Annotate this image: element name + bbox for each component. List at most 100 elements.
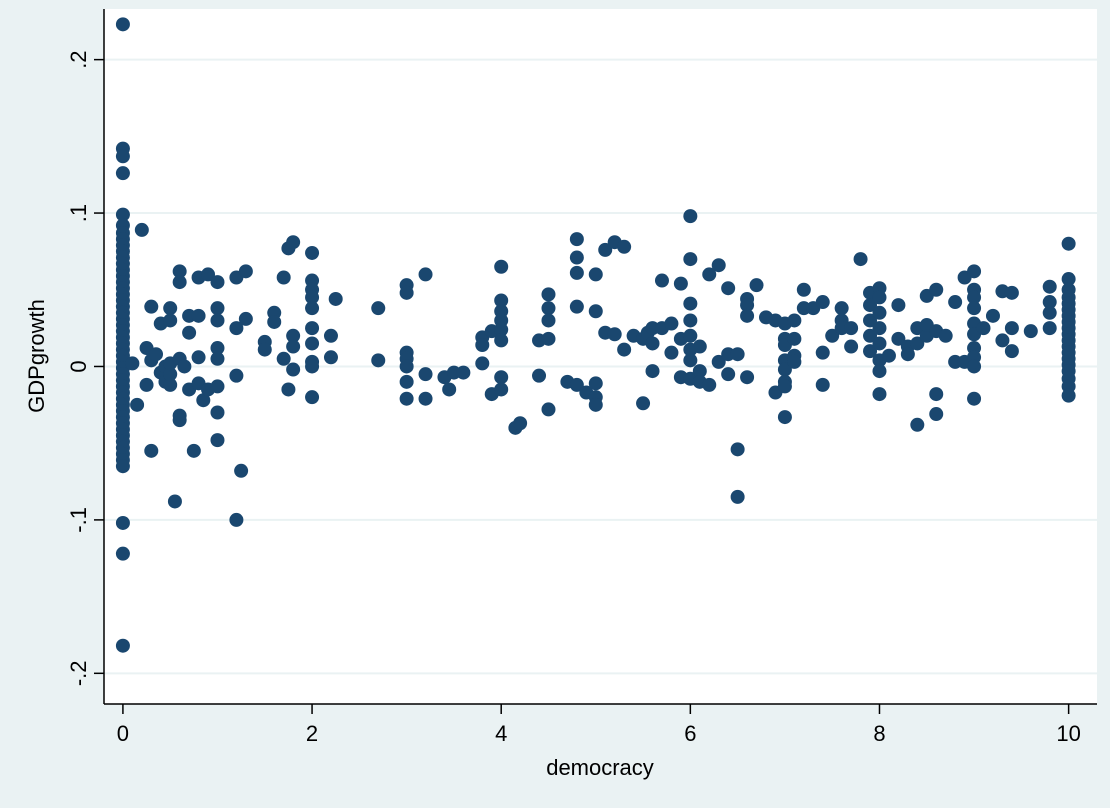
data-point: [900, 347, 915, 362]
data-point: [134, 222, 149, 237]
y-axis-label: GDPgrowth: [24, 299, 49, 413]
data-point: [229, 321, 244, 336]
x-tick-label: 0: [117, 721, 129, 746]
data-point: [305, 290, 320, 305]
data-point: [664, 316, 679, 331]
data-point: [683, 296, 698, 311]
x-axis-label: democracy: [546, 755, 654, 780]
x-tick-label: 6: [684, 721, 696, 746]
data-point: [201, 267, 216, 282]
data-point: [475, 337, 490, 352]
data-point: [286, 328, 301, 343]
data-point: [371, 301, 386, 316]
data-point: [891, 298, 906, 313]
data-point: [844, 321, 859, 336]
data-point: [210, 341, 225, 356]
data-point: [418, 391, 433, 406]
data-point: [938, 328, 953, 343]
data-point: [721, 281, 736, 296]
data-point: [399, 374, 414, 389]
data-point: [730, 489, 745, 504]
data-point: [115, 207, 130, 222]
y-tick-label: -.1: [66, 507, 91, 533]
data-point: [740, 308, 755, 323]
data-point: [910, 336, 925, 351]
data-point: [210, 313, 225, 328]
data-point: [186, 443, 201, 458]
data-point: [654, 273, 669, 288]
data-point: [588, 267, 603, 282]
data-point: [711, 354, 726, 369]
data-point: [1004, 321, 1019, 336]
plot-area: [104, 9, 1097, 704]
data-point: [115, 149, 130, 164]
data-point: [513, 416, 528, 431]
data-point: [281, 382, 296, 397]
data-point: [1042, 305, 1057, 320]
data-point: [1061, 272, 1076, 287]
data-point: [711, 258, 726, 273]
data-point: [569, 265, 584, 280]
data-point: [371, 353, 386, 368]
data-point: [494, 322, 509, 337]
data-point: [929, 407, 944, 422]
data-point: [740, 298, 755, 313]
data-point: [853, 252, 868, 267]
data-point: [815, 295, 830, 310]
data-point: [210, 301, 225, 316]
data-point: [692, 364, 707, 379]
data-point: [229, 368, 244, 383]
y-tick-label: .2: [66, 50, 91, 68]
data-point: [475, 356, 490, 371]
data-point: [777, 410, 792, 425]
data-point: [210, 405, 225, 420]
data-point: [673, 276, 688, 291]
data-point: [163, 377, 178, 392]
axes: 0 2 4 6 8 10 -.2 -.1 0 .1 .2: [66, 9, 1097, 746]
data-point: [305, 390, 320, 405]
data-point: [238, 311, 253, 326]
data-point: [139, 377, 154, 392]
data-point: [929, 387, 944, 402]
y-tick-label: -.2: [66, 660, 91, 686]
data-point: [172, 275, 187, 290]
data-point: [976, 321, 991, 336]
data-point: [115, 459, 130, 474]
data-point: [730, 347, 745, 362]
data-point: [967, 264, 982, 279]
data-point: [257, 342, 272, 357]
y-tick-label: .1: [66, 204, 91, 222]
data-point: [305, 245, 320, 260]
data-point: [569, 232, 584, 247]
data-point: [683, 313, 698, 328]
data-point: [872, 321, 887, 336]
data-point: [286, 339, 301, 354]
data-point: [872, 336, 887, 351]
data-point: [967, 391, 982, 406]
data-point: [305, 301, 320, 316]
data-point: [740, 370, 755, 385]
data-point: [177, 359, 192, 374]
data-point: [191, 308, 206, 323]
data-point: [494, 333, 509, 348]
data-points: [115, 17, 1076, 653]
data-point: [182, 325, 197, 340]
data-point: [683, 252, 698, 267]
data-point: [399, 391, 414, 406]
data-point: [645, 336, 660, 351]
data-point: [163, 313, 178, 328]
data-point: [1042, 321, 1057, 336]
data-point: [191, 350, 206, 365]
data-point: [163, 301, 178, 316]
data-point: [872, 305, 887, 320]
data-point: [144, 443, 159, 458]
data-point: [494, 259, 509, 274]
y-tick-label: 0: [66, 360, 91, 372]
data-point: [196, 393, 211, 408]
data-point: [399, 359, 414, 374]
data-point: [664, 345, 679, 360]
data-point: [163, 367, 178, 382]
data-point: [730, 442, 745, 457]
data-point: [1004, 344, 1019, 359]
data-point: [115, 638, 130, 653]
